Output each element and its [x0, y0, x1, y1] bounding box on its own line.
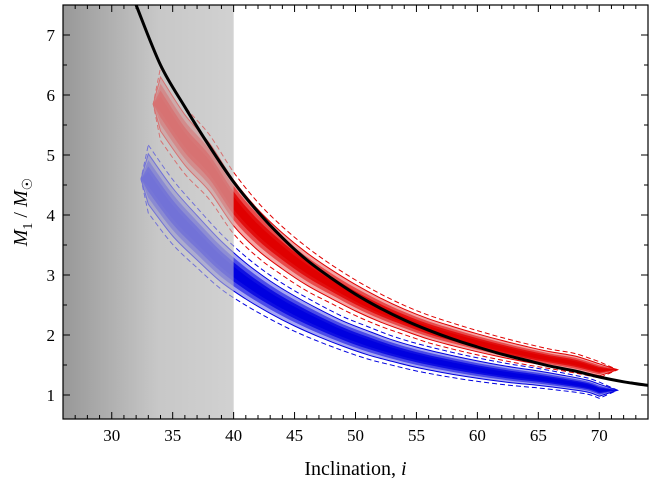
x-tick-label: 30	[103, 426, 120, 445]
y-axis-label: M1 / M☉	[10, 178, 36, 247]
y-tick-label: 1	[47, 386, 56, 405]
x-tick-label: 70	[591, 426, 608, 445]
x-tick-label: 60	[469, 426, 486, 445]
blue-contour-fill-4	[141, 171, 618, 392]
x-tick-label: 35	[164, 426, 181, 445]
y-tick-label: 3	[47, 266, 56, 285]
y-tick-label: 2	[47, 326, 56, 345]
x-tick-label: 45	[286, 426, 303, 445]
x-tick-label: 55	[408, 426, 425, 445]
y-tick-label: 6	[47, 86, 56, 105]
blue-contour	[140, 143, 620, 399]
blue-contour-outer-dashed-line	[140, 143, 619, 399]
x-tick-label: 65	[530, 426, 547, 445]
red-contour-outer-dashed-line	[152, 66, 619, 379]
mass-function-curve	[134, 5, 648, 387]
excluded-region-overlay	[63, 5, 234, 419]
red-contour-fill-3	[153, 90, 618, 373]
y-tick-label: 7	[47, 26, 56, 45]
x-axis-label: Inclination, i	[304, 458, 406, 480]
y-tick-label: 5	[47, 146, 56, 165]
x-tick-label: 40	[225, 426, 242, 445]
y-tick-label: 4	[47, 206, 56, 225]
blue-contour-inner-line	[140, 152, 620, 397]
x-tick-label: 50	[347, 426, 364, 445]
